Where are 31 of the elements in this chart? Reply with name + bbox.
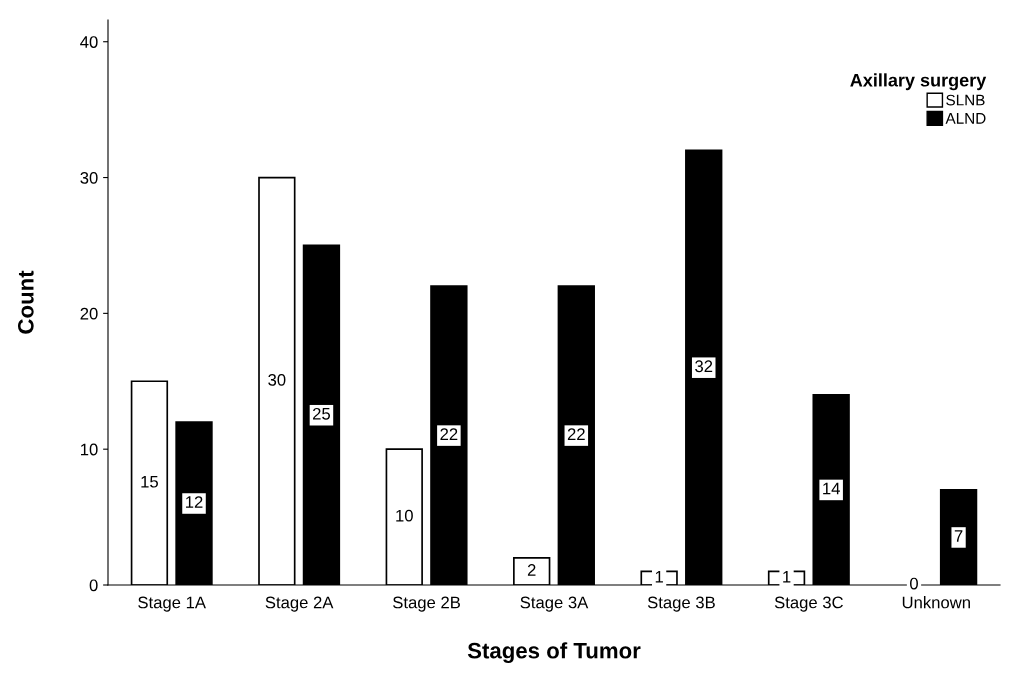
data-label: 30 [268,373,286,386]
y-axis-title: Count [17,270,34,334]
x-tick-label: Stage 3B [647,596,715,612]
x-tick-label: Stage 2B [393,596,460,612]
x-axis-title: Stages of Tumor [467,642,641,664]
data-label: 22 [567,428,585,440]
legend-label: SLNB [946,94,985,106]
legend-title: Axillary surgery [850,73,987,91]
y-tick-label: 40 [80,36,98,48]
data-label: 10 [396,509,413,522]
x-tick-label: Stage 1A [138,596,206,612]
x-tick-label: Stage 3C [774,596,843,612]
data-label: 2 [527,564,536,576]
x-tick-label: Stage 2A [265,596,334,612]
data-label: 15 [141,475,158,488]
legend-label: ALND [945,113,986,124]
data-label: 25 [313,407,331,420]
data-label: 7 [954,530,963,542]
x-tick-label: Unknown [902,596,970,609]
data-label: 12 [186,496,203,508]
y-tick-label: 0 [89,579,98,592]
y-tick-label: 30 [80,171,98,184]
y-tick-label: 10 [81,443,98,456]
x-tick-label: Stage 3A [520,596,589,612]
y-tick-label: 20 [80,307,98,320]
data-label: 14 [823,482,840,495]
data-label: 1 [655,571,663,583]
data-label: 1 [783,571,791,583]
data-label: 22 [440,428,458,440]
data-label: 32 [695,360,713,373]
data-label: 0 [910,577,918,590]
